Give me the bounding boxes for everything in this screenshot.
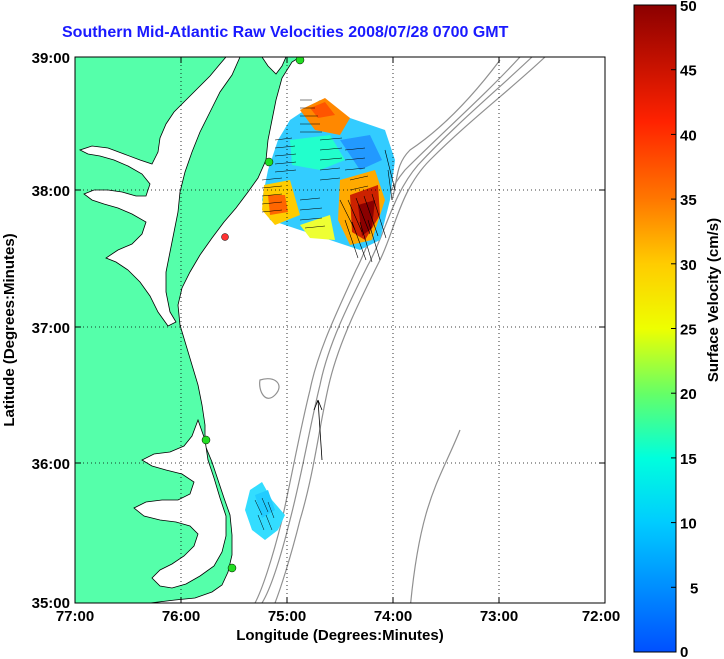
colorbar-tick-label: 10 (680, 516, 697, 533)
y-tick-label: 35:00 (32, 595, 70, 612)
y-tick-label: 36:00 (32, 456, 70, 473)
x-tick-labels: 77:00 76:00 75:00 74:00 73:00 72:00 (56, 608, 620, 625)
y-axis-title: Latitude (Degrees:Minutes) (1, 233, 18, 426)
colorbar-tick-label: 50 (680, 0, 697, 15)
plot-frame (74, 56, 606, 604)
colorbar-tick-label: 45 (680, 63, 697, 80)
x-tick-label: 76:00 (162, 608, 200, 625)
x-tick-label: 77:00 (56, 608, 94, 625)
colorbar-tick-label: 40 (680, 127, 697, 144)
gridlines (75, 57, 605, 603)
radar-station-hatteras (227, 563, 237, 573)
map-title: Southern Mid-Atlantic Raw Velocities 200… (62, 24, 509, 41)
radar-station-north (295, 57, 305, 65)
radar-station-wallops (221, 233, 229, 241)
radar-station-delmarva (264, 157, 274, 167)
y-tick-label: 37:00 (32, 320, 70, 337)
colorbar-tick-label: 0 (680, 644, 688, 659)
chesapeake-bay (78, 57, 241, 327)
colorbar-tick-labels: 50 45 40 35 30 25 20 15 10 5 0 (680, 0, 698, 659)
y-tick-labels: 39:00 38:00 37:00 36:00 35:00 (32, 50, 70, 612)
x-tick-label: 75:00 (268, 608, 306, 625)
colorbar-tick-label: 30 (680, 257, 697, 274)
x-tick-label: 73:00 (480, 608, 518, 625)
bathymetry-contours (254, 57, 546, 603)
lone-vector (313, 399, 323, 461)
colorbar-tick-label: 35 (680, 192, 697, 209)
colorbar-title: Surface Velocity (cm/s) (705, 218, 722, 382)
colorbar-tick-label: 15 (680, 451, 697, 468)
tick-marks (75, 57, 605, 603)
colorbar-ticks (671, 4, 676, 588)
colorbar-tick-label: 25 (680, 322, 697, 339)
colorbar (633, 4, 677, 653)
velocity-field-south (245, 482, 285, 540)
colorbar-tick-label: 5 (690, 580, 698, 597)
y-tick-label: 38:00 (32, 183, 70, 200)
colorbar-tick-label: 20 (680, 386, 697, 403)
x-tick-label: 72:00 (582, 608, 620, 625)
velocity-vectors (261, 99, 396, 263)
radar-station-duck (201, 435, 211, 445)
land-mass (75, 57, 301, 603)
x-tick-label: 74:00 (374, 608, 412, 625)
pamlico-sound (133, 418, 227, 589)
delaware-bay (261, 57, 287, 75)
y-tick-label: 39:00 (32, 50, 70, 67)
x-axis-title: Longitude (Degrees:Minutes) (236, 627, 444, 644)
